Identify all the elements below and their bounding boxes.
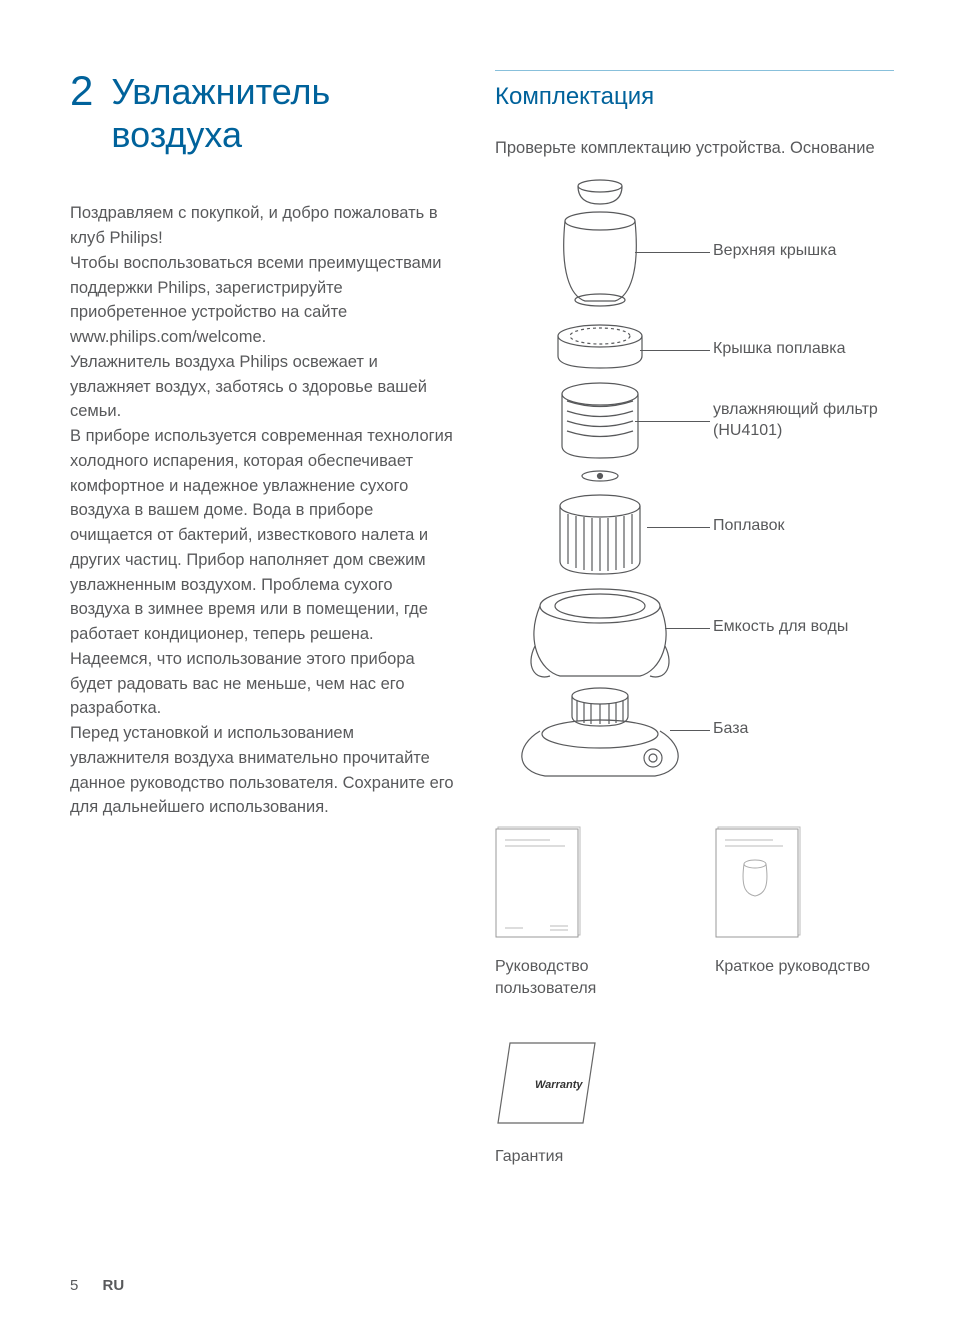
callout-label: Верхняя крышка (713, 241, 903, 262)
chapter-header: 2 Увлажнитель воздуха (70, 70, 455, 156)
thumb-user-manual: Руководство пользователя (495, 826, 655, 1001)
intro-paragraphs: Поздравляем с покупкой, и добро пожалова… (70, 201, 455, 820)
callout-line (635, 421, 710, 422)
chapter-number: 2 (70, 70, 93, 156)
page-lang: RU (103, 1277, 125, 1294)
chapter-title: Увлажнитель воздуха (111, 70, 455, 156)
divider (495, 70, 894, 71)
thumb-quickstart: Краткое руководство (715, 826, 875, 1001)
callout-line (640, 350, 710, 351)
callout-line (635, 252, 710, 253)
callout-label: Крышка поплавка (713, 339, 903, 360)
callout-line (670, 730, 710, 731)
callout-label: увлажняющий фильтр (HU4101) (713, 400, 903, 442)
warranty-label: Warranty (535, 1079, 583, 1091)
page-number: 5 (70, 1277, 78, 1294)
callout-label: База (713, 719, 903, 740)
callout-line (665, 628, 710, 629)
thumb-caption: Краткое руководство (715, 956, 875, 978)
exploded-diagram: Верхняя крышкаКрышка поплавкаувлажняющий… (495, 176, 894, 796)
thumb-caption: Гарантия (495, 1146, 655, 1168)
section-title: Комплектация (495, 83, 894, 111)
callout-line (647, 527, 710, 528)
thumbnails: Руководство пользователя (495, 826, 894, 1168)
section-intro: Проверьте комплектацию устройства. Основ… (495, 136, 894, 161)
thumb-caption: Руководство пользователя (495, 956, 655, 1001)
thumb-warranty: Warranty Гарантия (495, 1041, 655, 1168)
callout-label: Поплавок (713, 516, 903, 537)
page-footer: 5 RU (70, 1277, 124, 1294)
callout-label: Емкость для воды (713, 617, 903, 638)
